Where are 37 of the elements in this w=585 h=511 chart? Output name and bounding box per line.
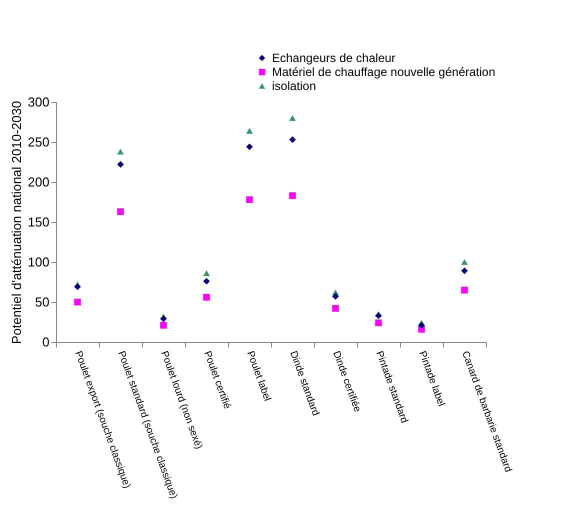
point — [203, 270, 210, 276]
point — [160, 322, 167, 329]
x-tick-label: Poulet label — [244, 350, 273, 403]
point — [332, 305, 339, 312]
point — [332, 293, 339, 300]
y-tick-label: 0 — [42, 334, 50, 350]
point — [117, 148, 124, 155]
y-tick-label: 150 — [28, 214, 50, 230]
point — [418, 322, 425, 329]
x-tick-label: Dinde certifiée — [330, 350, 363, 414]
point — [117, 161, 124, 168]
y-tick-label: 200 — [28, 174, 50, 190]
y-tick-label: 250 — [28, 134, 50, 150]
y-tick-label: 300 — [28, 94, 50, 110]
y-axis-title: Potentiel d'atténuation national 2010-2030 — [8, 100, 24, 344]
point — [246, 128, 253, 134]
point — [461, 286, 468, 294]
point — [375, 319, 382, 326]
legend-label: Matériel de chauffage nouvelle génération — [272, 65, 496, 79]
point — [203, 278, 210, 285]
point — [289, 115, 296, 121]
y-tick-label: 100 — [28, 254, 50, 270]
point — [289, 192, 296, 199]
point — [246, 196, 253, 203]
legend-label: isolation — [272, 79, 316, 93]
point — [117, 208, 124, 215]
y-tick-label: 50 — [35, 294, 50, 310]
point — [461, 267, 468, 274]
point — [246, 143, 253, 150]
point — [74, 298, 81, 306]
point — [461, 259, 468, 265]
x-tick-label: Pintade label — [416, 350, 446, 408]
point — [203, 294, 210, 301]
legend-label: Echangeurs de chaleur — [272, 51, 396, 65]
point — [74, 283, 81, 290]
point — [160, 315, 167, 322]
point — [289, 136, 296, 143]
